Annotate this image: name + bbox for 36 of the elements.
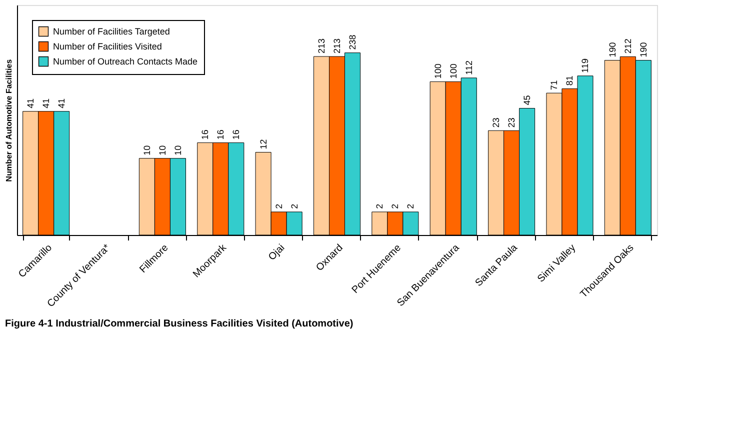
data-label: 41 [26, 98, 36, 108]
data-label: 190 [607, 42, 618, 58]
data-label: 213 [332, 38, 342, 54]
data-label: 213 [316, 38, 326, 54]
data-label: 212 [622, 38, 633, 54]
data-label: 2 [390, 204, 400, 209]
data-label: 100 [432, 64, 443, 79]
data-label: 10 [142, 145, 152, 156]
data-label: 16 [231, 130, 242, 140]
legend-label: Number of Facilities Targeted [53, 26, 170, 36]
data-label: 16 [216, 130, 226, 140]
data-label: 45 [522, 95, 532, 106]
legend-label: Number of Outreach Contacts Made [53, 56, 198, 66]
data-label: 112 [464, 60, 474, 75]
data-label: 23 [491, 118, 502, 128]
data-label: 71 [549, 80, 560, 90]
data-label: 2 [374, 204, 385, 209]
data-label: 119 [580, 58, 590, 73]
data-label: 23 [506, 118, 517, 128]
data-label: 10 [157, 145, 168, 156]
text: Figure 4-1 Industrial/Commercial Business Facilities Visited (Automotive) [5, 318, 354, 330]
data-label: 238 [348, 34, 358, 50]
data-label: 100 [448, 64, 458, 79]
data-label: 2 [289, 204, 300, 209]
data-label: 12 [258, 139, 268, 150]
data-label: 10 [172, 145, 183, 156]
data-label: 2 [274, 204, 284, 209]
data-label: 81 [564, 76, 575, 86]
x-tick-label: Ojai [266, 242, 288, 263]
data-label: 41 [41, 98, 52, 108]
data-label: 190 [638, 42, 648, 58]
data-label: 41 [56, 98, 67, 108]
data-label: 2 [406, 204, 416, 209]
y-axis-title: Number of Automotive Facilities [4, 58, 14, 182]
data-label: 16 [200, 130, 210, 140]
legend-label: Number of Facilities Visited [53, 42, 162, 52]
